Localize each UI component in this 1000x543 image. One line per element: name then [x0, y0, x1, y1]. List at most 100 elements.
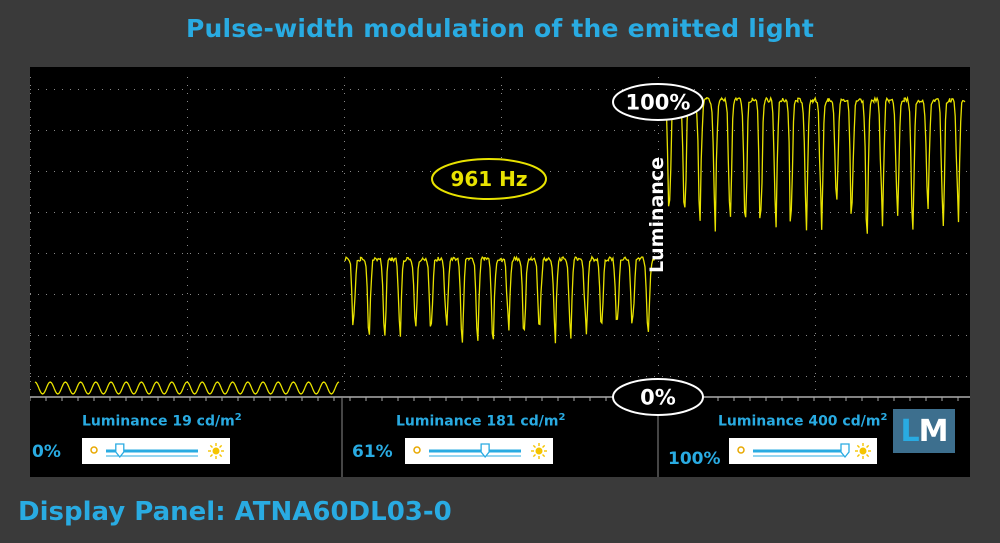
grid-dot: [926, 89, 927, 90]
grid-dot: [326, 89, 327, 90]
grid-dot: [310, 130, 311, 131]
grid-dot: [622, 253, 623, 254]
panel-3-brightness-slider: [729, 438, 877, 464]
grid-dot: [710, 212, 711, 213]
grid-dot: [966, 253, 967, 254]
grid-dot: [902, 335, 903, 336]
grid-dot: [550, 294, 551, 295]
grid-dot: [526, 212, 527, 213]
grid-dot: [654, 212, 655, 213]
grid-dot: [422, 212, 423, 213]
grid-dot: [798, 89, 799, 90]
grid-dot: [486, 253, 487, 254]
grid-dot: [374, 171, 375, 172]
grid-dot: [344, 85, 345, 86]
grid-dot: [846, 253, 847, 254]
grid-dot: [187, 341, 188, 342]
grid-dot: [870, 253, 871, 254]
grid-dot: [658, 341, 659, 342]
grid-dot: [638, 253, 639, 254]
grid-dot: [790, 89, 791, 90]
sun-core: [212, 447, 220, 455]
grid-dot: [646, 253, 647, 254]
grid-dot: [766, 376, 767, 377]
grid-dot: [150, 376, 151, 377]
grid-dot: [62, 335, 63, 336]
grid-dot: [862, 376, 863, 377]
grid-dot: [614, 376, 615, 377]
grid-dot: [430, 335, 431, 336]
grid-dot: [270, 376, 271, 377]
grid-dot: [454, 89, 455, 90]
grid-dot: [30, 101, 31, 102]
grid-dot: [918, 294, 919, 295]
grid-dot: [658, 125, 659, 126]
grid-dot: [694, 294, 695, 295]
grid-dot: [934, 335, 935, 336]
grid-dot: [86, 212, 87, 213]
grid-dot: [646, 130, 647, 131]
grid-dot: [198, 376, 199, 377]
grid-dot: [830, 212, 831, 213]
grid-dot: [102, 294, 103, 295]
grid-dot: [815, 197, 816, 198]
grid-dot: [344, 205, 345, 206]
grid-dot: [110, 376, 111, 377]
grid-dot: [846, 89, 847, 90]
grid-dot: [501, 373, 502, 374]
grid-dot: [270, 253, 271, 254]
grid-dot: [815, 373, 816, 374]
grid-dot: [366, 212, 367, 213]
slider-knob: [840, 443, 850, 459]
grid-dot: [590, 376, 591, 377]
grid-dot: [246, 212, 247, 213]
grid-dot: [790, 376, 791, 377]
grid-dot: [344, 341, 345, 342]
grid-dot: [38, 130, 39, 131]
grid-dot: [501, 245, 502, 246]
grid-dot: [182, 253, 183, 254]
grid-dot: [510, 376, 511, 377]
luminance-axis-label: Luminance: [646, 157, 668, 273]
grid-dot: [582, 212, 583, 213]
grid-dot: [501, 349, 502, 350]
grid-dot: [501, 341, 502, 342]
grid-dot: [54, 335, 55, 336]
grid-dot: [694, 212, 695, 213]
grid-dot: [342, 89, 343, 90]
grid-dot: [550, 253, 551, 254]
grid-dot: [414, 335, 415, 336]
grid-dot: [910, 294, 911, 295]
grid-dot: [30, 293, 31, 294]
grid-dot: [854, 253, 855, 254]
grid-dot: [238, 171, 239, 172]
grid-dot: [501, 325, 502, 326]
grid-dot: [198, 253, 199, 254]
grid-dot: [815, 141, 816, 142]
grid-dot: [206, 130, 207, 131]
grid-dot: [942, 376, 943, 377]
grid-dot: [558, 294, 559, 295]
grid-dot: [654, 376, 655, 377]
grid-dot: [758, 253, 759, 254]
grid-dot: [710, 294, 711, 295]
slider-knob: [115, 443, 125, 459]
grid-dot: [678, 335, 679, 336]
grid-dot: [750, 89, 751, 90]
grid-dot: [750, 335, 751, 336]
grid-dot: [694, 89, 695, 90]
grid-dot: [158, 130, 159, 131]
grid-dot: [501, 317, 502, 318]
panel-3-label-sup: 2: [880, 412, 888, 423]
grid-dot: [54, 212, 55, 213]
grid-dot: [958, 171, 959, 172]
sun-ray: [209, 444, 213, 448]
grid-dot: [134, 130, 135, 131]
grid-dot: [486, 130, 487, 131]
label-0-percent-text: 0%: [640, 386, 676, 410]
grid-dot: [658, 157, 659, 158]
label-0-percent-ellipse: [612, 378, 704, 416]
grid-dot: [582, 335, 583, 336]
grid-dot: [187, 381, 188, 382]
grid-dot: [344, 317, 345, 318]
